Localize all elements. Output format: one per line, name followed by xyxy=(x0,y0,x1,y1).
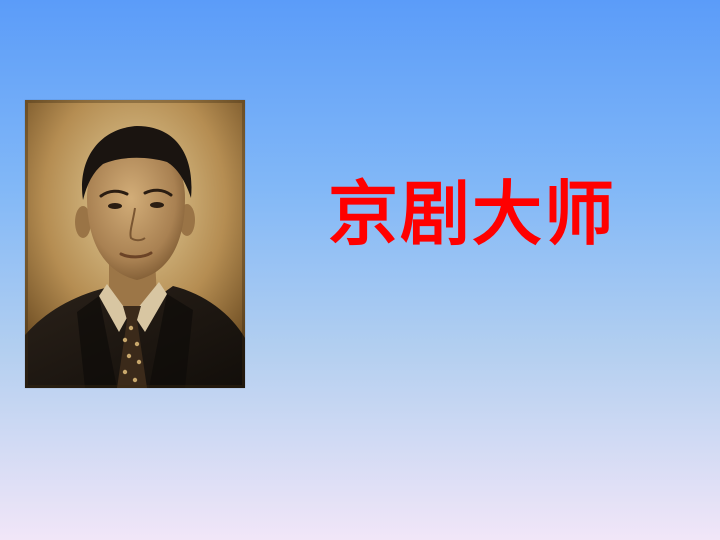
portrait-lapel-left xyxy=(77,296,117,388)
portrait-lapel-right xyxy=(149,294,193,388)
portrait-face xyxy=(87,144,185,280)
portrait-eyebrow-left xyxy=(99,189,129,198)
portrait-collar-left xyxy=(99,284,129,332)
portrait-mouth xyxy=(119,251,153,259)
portrait-collar-right xyxy=(133,282,167,332)
portrait-ear-left xyxy=(75,206,91,238)
portrait-eyebrow-right xyxy=(143,188,173,197)
portrait-eye-right xyxy=(150,202,164,208)
portrait-tie xyxy=(117,306,147,388)
portrait-illustration xyxy=(25,100,245,388)
portrait-nose xyxy=(129,207,146,242)
slide-title: 京剧大师 xyxy=(328,173,616,255)
portrait-tie-pattern xyxy=(122,325,142,383)
portrait-photo xyxy=(25,100,245,388)
portrait-hair xyxy=(82,126,192,200)
portrait-eye-left xyxy=(108,203,122,209)
